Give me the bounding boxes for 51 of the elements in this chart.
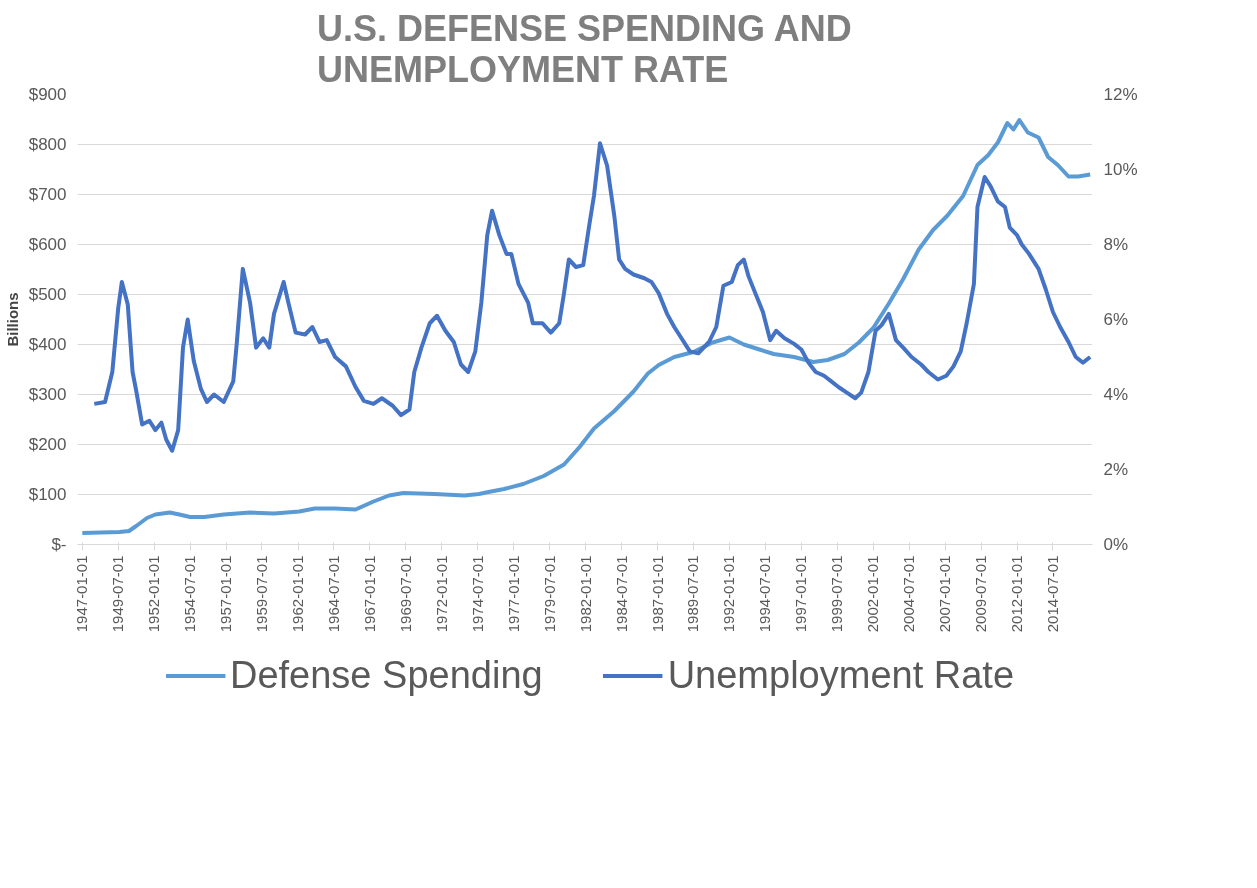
x-tick-label: 1947-01-01	[73, 555, 91, 633]
x-tick-label: 1959-07-01	[253, 555, 270, 633]
y-tick-label: $400	[28, 335, 67, 354]
x-tick-label: 1969-07-01	[396, 555, 414, 633]
x-tick-label: 1954-07-01	[181, 555, 199, 633]
line-series	[80, 118, 1093, 535]
x-tick-label: 1987-01-01	[648, 555, 666, 633]
x-tick-label: 1957-01-01	[217, 555, 235, 633]
x-tick-label: 1984-07-01	[612, 555, 630, 633]
x-tick-label: 1967-01-01	[360, 555, 378, 633]
x-tick-label: 1952-01-01	[145, 555, 163, 633]
x-tick-label: 2009-07-01	[972, 555, 990, 633]
y-tick-label: $100	[28, 485, 67, 504]
x-tick-label: 1994-07-01	[756, 555, 774, 633]
legend-label: Defense Spending	[229, 653, 543, 697]
y-tick-label: $600	[28, 235, 67, 254]
x-tick-label: 2004-07-01	[900, 555, 918, 633]
x-tick-label: 1992-01-01	[720, 555, 738, 633]
y-tick-label: $700	[28, 185, 67, 204]
x-tick-label: 1999-07-01	[828, 555, 846, 633]
x-tick-label: 2014-07-01	[1043, 555, 1061, 633]
x-tick-label: 1949-07-01	[109, 555, 127, 633]
y2-tick-label: 6%	[1103, 310, 1129, 329]
line-series	[92, 141, 1093, 453]
chart-title: U.S. DEFENSE SPENDING AND UNEMPLOYMENT RATE	[316, 7, 852, 90]
x-tick-label: 1972-01-01	[432, 555, 450, 633]
y-tick-label: $800	[28, 135, 67, 154]
y2-tick-label: 8%	[1103, 235, 1129, 254]
y-axis-title: Billions	[3, 292, 21, 347]
x-tick-label: 2007-01-01	[936, 555, 954, 633]
y-tick-label: $500	[28, 285, 67, 304]
y-tick-label: $300	[28, 385, 67, 404]
y-tick-label: $-	[51, 535, 67, 554]
x-tick-label: 2012-01-01	[1008, 555, 1026, 633]
y2-tick-label: 4%	[1103, 385, 1129, 404]
y-tick-label: $900	[28, 85, 67, 104]
y2-tick-label: 12%	[1103, 85, 1138, 104]
x-tick-label: 1982-01-01	[576, 555, 594, 633]
x-tick-label: 1962-01-01	[289, 555, 307, 633]
y2-tick-label: 0%	[1103, 535, 1129, 554]
x-tick-label: 1989-07-01	[684, 555, 702, 633]
x-tick-label: 1964-07-01	[324, 555, 342, 633]
x-tick-label: 1977-01-01	[504, 555, 522, 633]
x-tick-label: 1997-01-01	[792, 555, 810, 633]
y-tick-label: $200	[28, 435, 67, 454]
x-tick-label: 1974-07-01	[468, 555, 486, 633]
x-tick-label: 2002-01-01	[864, 555, 882, 633]
x-tick-label: 1979-07-01	[540, 555, 558, 633]
legend-label: Unemployment Rate	[667, 653, 1015, 697]
y2-tick-label: 2%	[1103, 460, 1129, 479]
y2-tick-label: 10%	[1103, 160, 1138, 179]
